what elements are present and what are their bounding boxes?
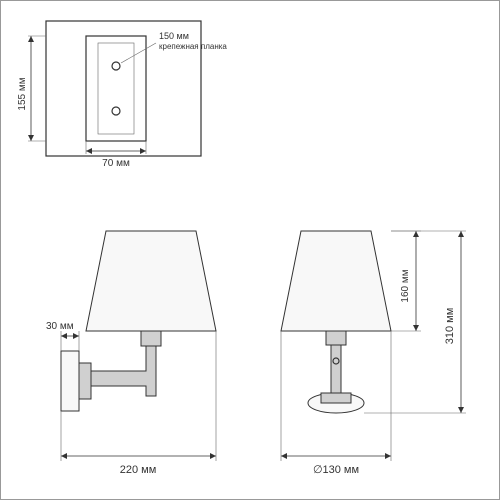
side-depth-label: 30 мм [46,321,74,332]
diagram-container: 150 мм крепежная планка 155 мм 70 мм 30 … [0,0,500,500]
bracket-height-label: 155 мм [17,77,28,110]
bracket-note: крепежная планка [159,42,227,51]
front-view: 160 мм 310 мм ∅130 мм [281,231,466,476]
side-width-label: 220 мм [120,464,157,476]
bracket-inner-height: 150 мм [159,31,189,41]
total-height-label: 310 мм [444,308,456,345]
technical-drawing: 150 мм крепежная планка 155 мм 70 мм 30 … [1,1,500,501]
side-view: 30 мм 220 мм [46,231,216,476]
bracket-width-label: 70 мм [102,158,130,169]
diameter-label: ∅130 мм [313,464,359,476]
bracket-drawing: 150 мм крепежная планка 155 мм 70 мм [17,21,227,169]
shade-height-label: 160 мм [400,269,411,302]
